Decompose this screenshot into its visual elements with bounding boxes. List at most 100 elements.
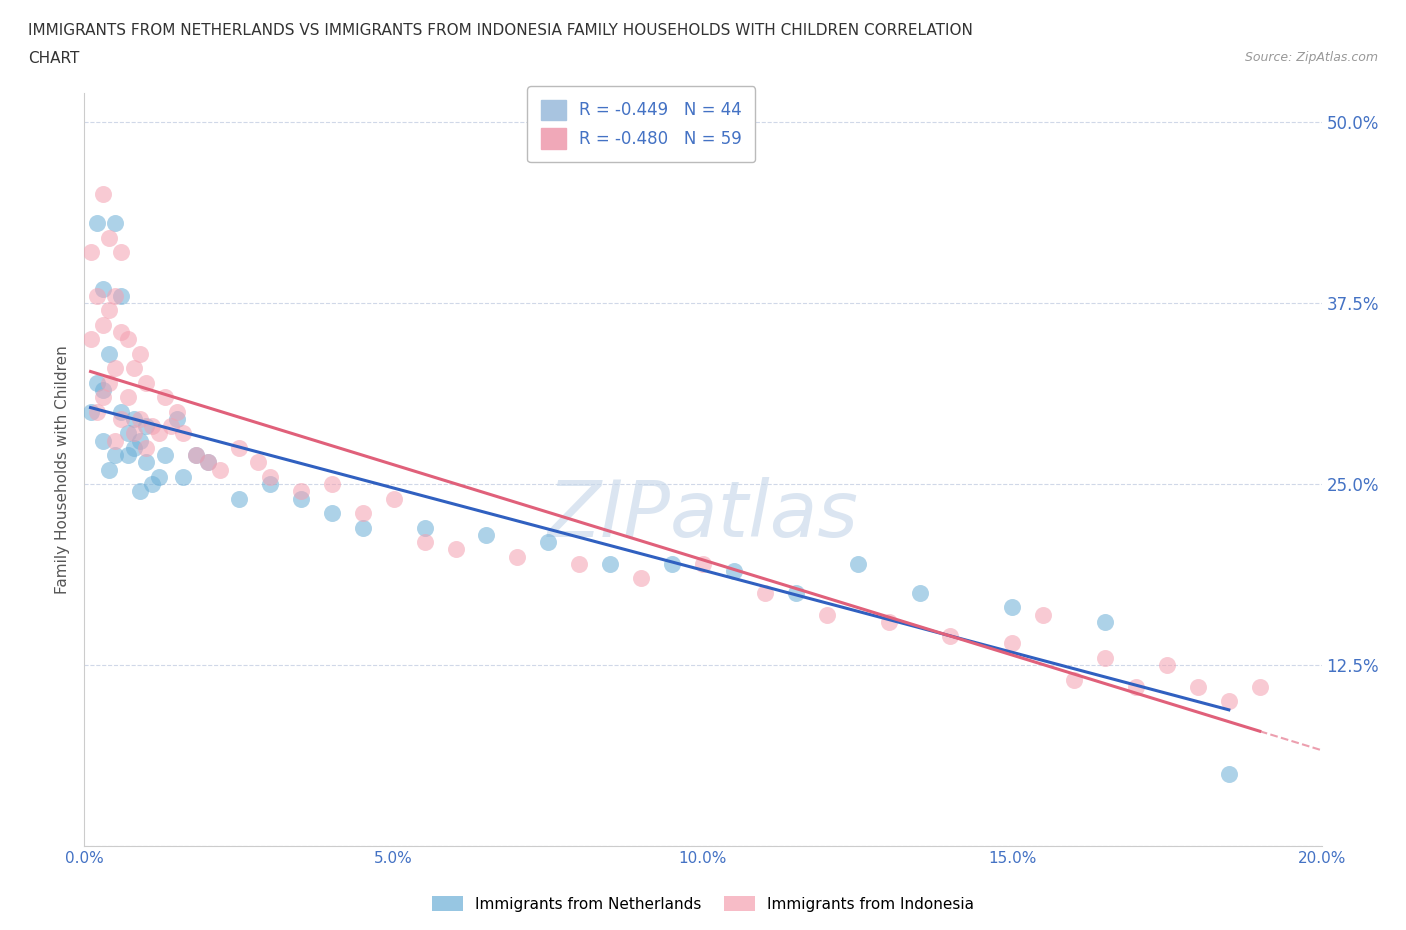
Point: [197, 455, 219, 470]
Point: [129, 346, 152, 361]
Point: [723, 564, 745, 578]
Point: [290, 491, 312, 506]
Point: [290, 484, 312, 498]
Point: [148, 470, 170, 485]
Point: [110, 325, 132, 339]
Point: [413, 520, 436, 535]
Point: [184, 447, 207, 462]
Point: [86, 216, 108, 231]
Point: [122, 361, 145, 376]
Point: [122, 441, 145, 456]
Point: [568, 556, 591, 571]
Point: [91, 382, 114, 397]
Point: [153, 447, 176, 462]
Point: [1001, 600, 1024, 615]
Point: [939, 629, 962, 644]
Text: ZIPatlas: ZIPatlas: [547, 477, 859, 552]
Point: [117, 426, 139, 441]
Point: [661, 556, 683, 571]
Point: [98, 376, 121, 391]
Point: [129, 411, 152, 426]
Y-axis label: Family Households with Children: Family Households with Children: [55, 345, 70, 594]
Legend: R = -0.449   N = 44, R = -0.480   N = 59: R = -0.449 N = 44, R = -0.480 N = 59: [527, 86, 755, 162]
Point: [1094, 615, 1116, 630]
Point: [122, 411, 145, 426]
Point: [91, 317, 114, 332]
Point: [352, 506, 374, 521]
Point: [98, 303, 121, 318]
Point: [86, 376, 108, 391]
Point: [1249, 680, 1271, 695]
Point: [228, 441, 250, 456]
Point: [98, 346, 121, 361]
Point: [413, 535, 436, 550]
Point: [104, 447, 127, 462]
Point: [321, 506, 343, 521]
Point: [209, 462, 232, 477]
Point: [166, 411, 188, 426]
Point: [785, 585, 807, 600]
Point: [141, 418, 163, 433]
Text: IMMIGRANTS FROM NETHERLANDS VS IMMIGRANTS FROM INDONESIA FAMILY HOUSEHOLDS WITH : IMMIGRANTS FROM NETHERLANDS VS IMMIGRANT…: [28, 23, 973, 38]
Point: [86, 288, 108, 303]
Point: [79, 405, 101, 419]
Point: [197, 455, 219, 470]
Text: Source: ZipAtlas.com: Source: ZipAtlas.com: [1244, 51, 1378, 64]
Point: [184, 447, 207, 462]
Point: [104, 361, 127, 376]
Point: [110, 245, 132, 259]
Point: [1218, 694, 1240, 709]
Point: [135, 376, 157, 391]
Point: [1218, 766, 1240, 781]
Point: [110, 288, 132, 303]
Point: [135, 418, 157, 433]
Point: [91, 187, 114, 202]
Point: [475, 527, 498, 542]
Point: [1094, 651, 1116, 666]
Point: [537, 535, 560, 550]
Point: [91, 281, 114, 296]
Point: [877, 615, 900, 630]
Point: [444, 542, 467, 557]
Point: [135, 455, 157, 470]
Point: [382, 491, 405, 506]
Point: [135, 441, 157, 456]
Point: [259, 470, 281, 485]
Point: [110, 405, 132, 419]
Point: [754, 585, 776, 600]
Point: [117, 332, 139, 347]
Point: [160, 418, 183, 433]
Point: [98, 462, 121, 477]
Point: [1001, 636, 1024, 651]
Point: [129, 484, 152, 498]
Point: [815, 607, 838, 622]
Point: [352, 520, 374, 535]
Point: [86, 405, 108, 419]
Point: [228, 491, 250, 506]
Point: [1125, 680, 1147, 695]
Point: [122, 426, 145, 441]
Point: [321, 477, 343, 492]
Point: [599, 556, 621, 571]
Point: [104, 216, 127, 231]
Point: [98, 231, 121, 246]
Point: [172, 426, 194, 441]
Point: [91, 390, 114, 405]
Point: [141, 477, 163, 492]
Point: [117, 390, 139, 405]
Point: [117, 447, 139, 462]
Point: [692, 556, 714, 571]
Point: [79, 245, 101, 259]
Point: [166, 405, 188, 419]
Point: [1032, 607, 1054, 622]
Point: [1156, 658, 1178, 672]
Point: [91, 433, 114, 448]
Point: [153, 390, 176, 405]
Point: [908, 585, 931, 600]
Text: CHART: CHART: [28, 51, 80, 66]
Point: [246, 455, 269, 470]
Point: [846, 556, 869, 571]
Point: [1187, 680, 1209, 695]
Legend: Immigrants from Netherlands, Immigrants from Indonesia: Immigrants from Netherlands, Immigrants …: [426, 889, 980, 918]
Point: [630, 571, 652, 586]
